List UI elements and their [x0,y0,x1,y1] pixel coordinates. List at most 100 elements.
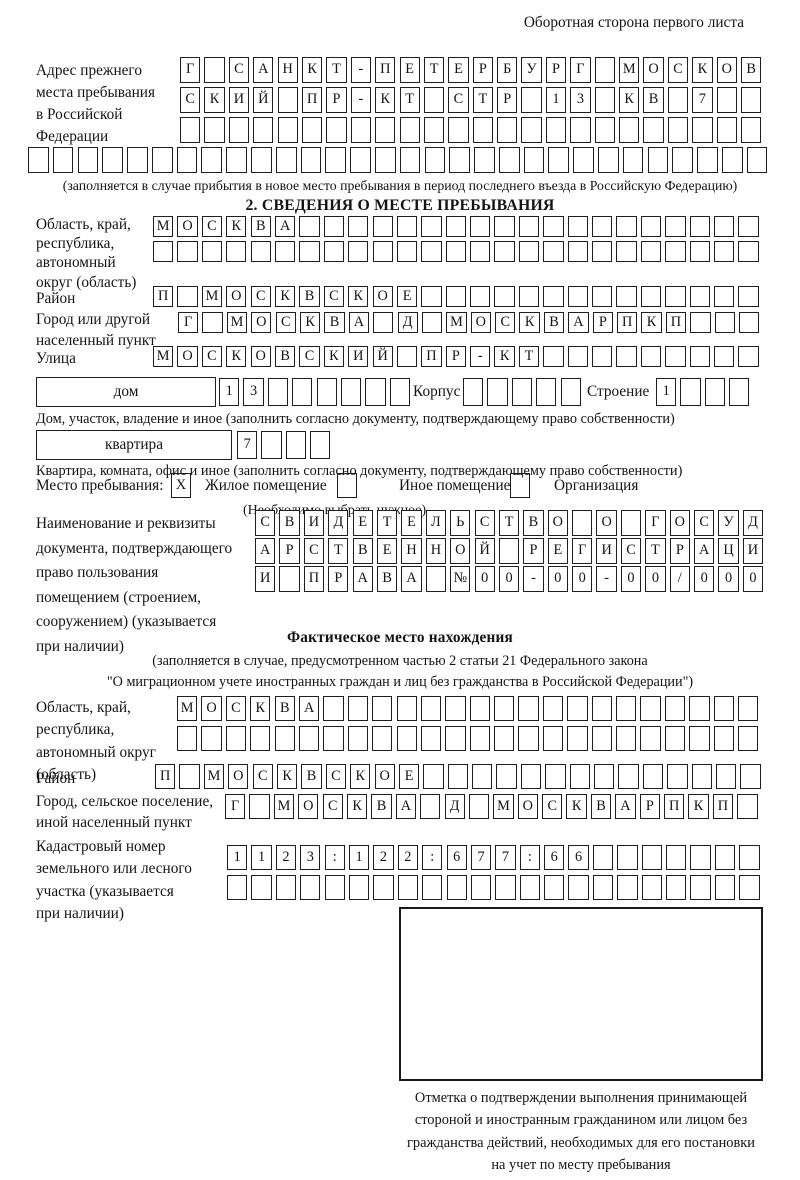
char-box[interactable] [249,794,270,819]
char-box[interactable] [729,378,750,406]
char-box[interactable] [225,726,247,751]
char-box[interactable]: О [643,57,664,83]
char-box[interactable] [641,845,662,870]
char-box[interactable]: Р [545,57,567,83]
char-box[interactable]: К [250,696,271,721]
char-box[interactable] [389,378,411,406]
char-box[interactable]: К [619,87,640,113]
char-box[interactable]: К [226,216,247,237]
char-box[interactable]: П [153,286,174,307]
char-box[interactable]: О [177,346,198,367]
char-box[interactable] [594,117,615,143]
char-box[interactable]: Е [398,764,420,789]
char-box[interactable] [560,378,581,406]
char-box[interactable]: Е [448,57,469,83]
char-box[interactable] [372,216,393,237]
stay-type-checkbox-residential[interactable]: X [171,473,191,498]
char-box[interactable]: Е [376,538,398,564]
char-box[interactable] [316,378,337,406]
char-box[interactable] [665,241,686,262]
char-box[interactable] [323,216,345,237]
char-box[interactable]: К [692,57,713,83]
char-box[interactable] [739,875,760,900]
char-box[interactable] [572,510,593,536]
char-box[interactable] [567,726,588,751]
char-box[interactable] [299,216,320,237]
char-box[interactable] [641,875,662,900]
char-box[interactable]: Р [445,346,466,367]
char-box[interactable] [470,286,491,307]
char-box[interactable] [446,875,467,900]
char-box[interactable] [420,726,442,751]
char-box[interactable]: 0 [620,566,642,592]
char-box[interactable] [521,87,542,113]
char-box[interactable] [447,764,468,789]
char-box[interactable] [448,117,469,143]
char-box[interactable]: А [568,312,589,333]
char-box[interactable]: И [255,566,276,592]
char-box[interactable] [721,147,743,173]
char-box[interactable]: Ц [718,538,739,564]
char-box[interactable]: В [643,87,664,113]
char-box[interactable] [545,764,566,789]
char-box[interactable] [518,216,540,237]
char-box[interactable] [422,875,443,900]
char-box[interactable] [396,726,417,751]
char-box[interactable]: Т [472,87,493,113]
char-box[interactable]: 2 [397,845,419,870]
char-box[interactable] [151,147,173,173]
char-box[interactable]: О [251,312,272,333]
char-box[interactable] [597,147,619,173]
char-box[interactable] [713,216,735,237]
char-box[interactable]: Г [645,510,666,536]
char-box[interactable]: П [665,312,687,333]
char-box[interactable] [445,241,466,262]
char-box[interactable] [279,566,300,592]
char-box[interactable]: 6 [544,845,565,870]
char-box[interactable] [340,378,362,406]
char-box[interactable]: С [250,286,271,307]
char-box[interactable] [470,241,491,262]
char-box[interactable]: Т [498,510,520,536]
char-box[interactable]: 0 [547,566,568,592]
char-box[interactable]: 2 [373,845,394,870]
char-box[interactable]: Р [639,794,660,819]
char-box[interactable]: Р [472,57,493,83]
char-box[interactable]: К [204,87,225,113]
char-box[interactable] [228,117,250,143]
char-box[interactable]: Е [352,510,373,536]
char-box[interactable]: Г [225,794,246,819]
char-box[interactable]: 1 [251,845,272,870]
char-box[interactable] [713,696,734,721]
char-box[interactable]: 7 [470,845,492,870]
char-box[interactable] [691,764,712,789]
char-box[interactable] [697,147,718,173]
char-box[interactable] [665,346,686,367]
char-box[interactable]: Й [474,538,495,564]
char-box[interactable]: 2 [275,845,297,870]
char-box[interactable] [567,286,588,307]
char-box[interactable] [253,117,274,143]
char-box[interactable] [746,147,768,173]
char-box[interactable]: 3 [570,87,591,113]
char-box[interactable] [494,241,515,262]
char-box[interactable]: Р [592,312,613,333]
char-box[interactable] [617,875,638,900]
char-box[interactable]: 1 [219,378,240,406]
char-box[interactable]: В [352,538,373,564]
char-box[interactable] [474,147,495,173]
char-box[interactable]: К [346,794,368,819]
char-box[interactable] [347,696,369,721]
char-box[interactable] [250,241,271,262]
char-box[interactable]: С [201,346,223,367]
char-box[interactable] [666,845,687,870]
char-box[interactable] [292,378,313,406]
char-box[interactable] [667,117,689,143]
char-box[interactable]: Т [376,510,398,536]
char-box[interactable] [616,216,637,237]
char-box[interactable]: А [352,566,373,592]
